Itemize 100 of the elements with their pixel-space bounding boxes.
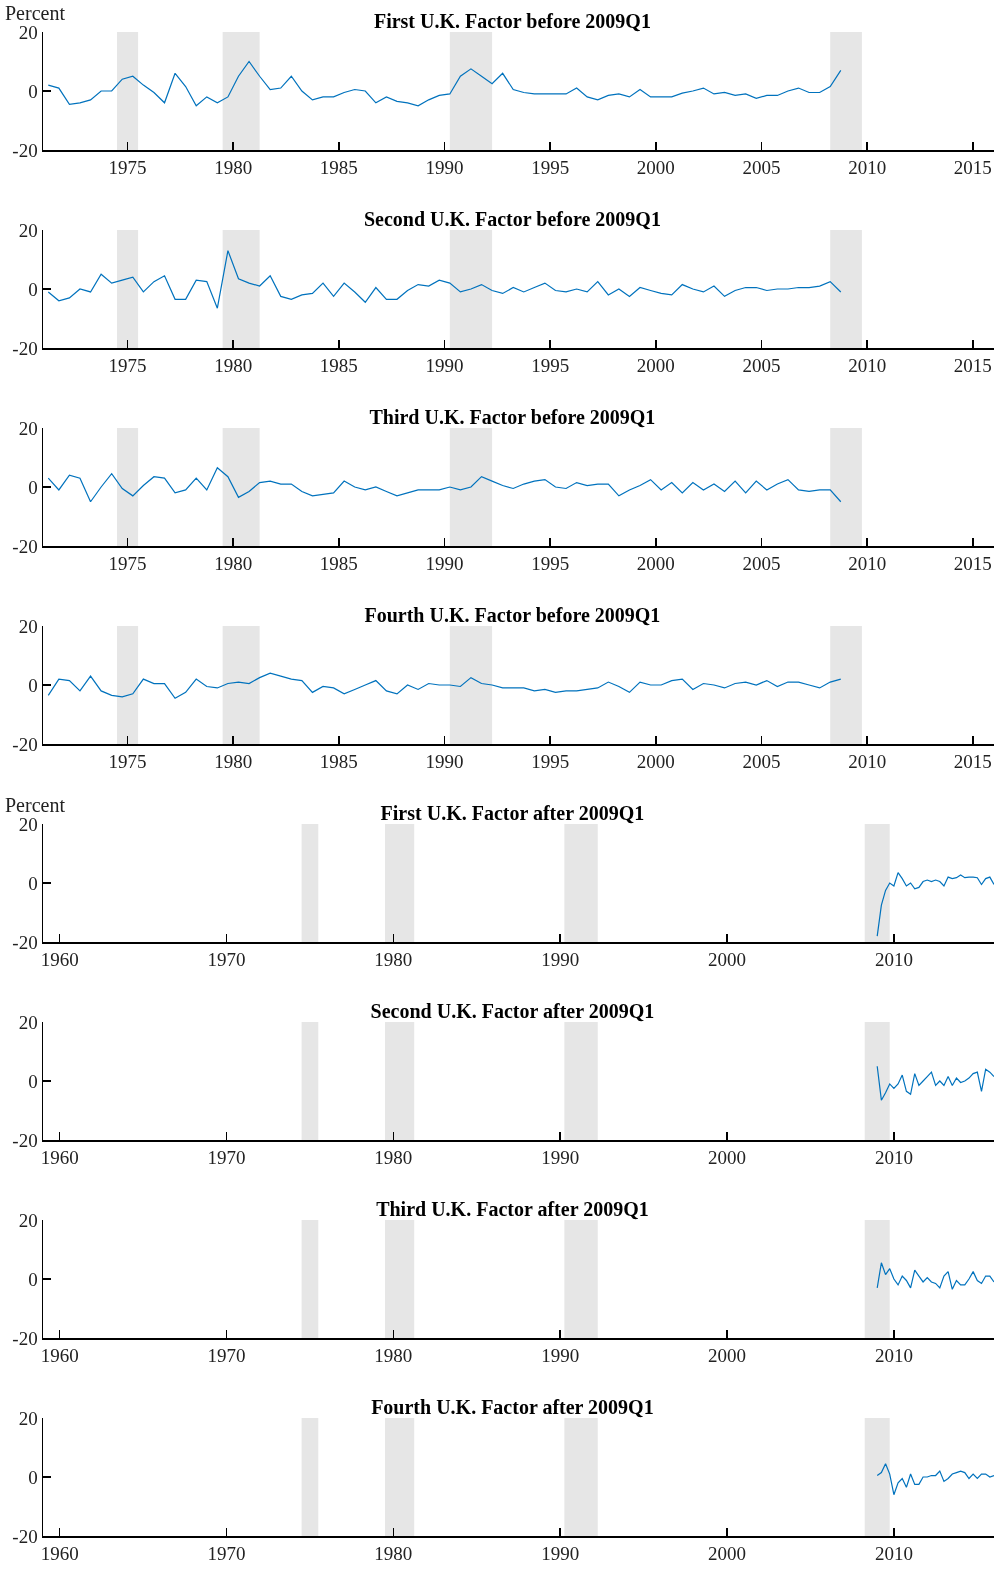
x-tick-label: 1970 <box>207 1345 246 1367</box>
x-tick-label: 2005 <box>742 355 781 377</box>
y-tick-label: -20 <box>12 1525 38 1547</box>
chart-title: Second U.K. Factor after 2009Q1 <box>370 1000 655 1022</box>
chart-title: Second U.K. Factor before 2009Q1 <box>363 208 661 230</box>
chart-title: Fourth U.K. Factor after 2009Q1 <box>371 1396 654 1418</box>
y-tick-label: 20 <box>18 219 38 241</box>
x-tick-label: 1975 <box>108 157 147 179</box>
x-tick-label: 1990 <box>541 1147 580 1169</box>
x-tick-label: 2010 <box>848 355 887 377</box>
y-tick-label: 20 <box>18 417 38 439</box>
x-tick-label: 2005 <box>742 553 781 575</box>
x-tick-label: 1980 <box>214 553 253 575</box>
chart-title: Third U.K. Factor before 2009Q1 <box>369 406 656 428</box>
y-tick-label: 0 <box>28 1070 38 1092</box>
x-tick-label: 1970 <box>207 949 246 971</box>
x-tick-label: 1975 <box>108 355 147 377</box>
x-tick-label: 2010 <box>848 751 887 773</box>
x-tick-label: 2000 <box>708 1543 747 1565</box>
y-tick-label: 0 <box>28 1466 38 1488</box>
x-tick-label: 1990 <box>541 1345 580 1367</box>
y-tick-label: 0 <box>28 476 38 498</box>
y-tick-label: 20 <box>18 1209 38 1231</box>
x-tick-label: 1970 <box>207 1543 246 1565</box>
x-tick-label: 2010 <box>848 553 887 575</box>
x-tick-label: 1980 <box>374 949 413 971</box>
y-tick-label: -20 <box>12 139 38 161</box>
x-tick-label: 1990 <box>541 1543 580 1565</box>
x-tick-label: 1990 <box>425 751 464 773</box>
y-tick-label: -20 <box>12 733 38 755</box>
y-axis-title: Percent <box>5 2 66 24</box>
line-series <box>47 250 842 309</box>
x-tick-label: 1980 <box>214 157 253 179</box>
x-tick-label: 1960 <box>40 1543 79 1565</box>
y-tick-label: 0 <box>28 278 38 300</box>
x-tick-label: 1985 <box>319 157 358 179</box>
x-tick-label: 1995 <box>531 157 570 179</box>
x-tick-label: 1985 <box>319 355 358 377</box>
line-series <box>47 60 842 107</box>
x-tick-label: 1980 <box>214 751 253 773</box>
x-tick-label: 1980 <box>374 1543 413 1565</box>
x-tick-label: 1970 <box>207 1147 246 1169</box>
x-tick-label: 1990 <box>425 553 464 575</box>
line-series <box>876 872 994 937</box>
y-tick-label: 20 <box>18 21 38 43</box>
x-tick-label: 2015 <box>953 553 992 575</box>
x-tick-label: 1980 <box>374 1345 413 1367</box>
y-tick-label: -20 <box>12 1129 38 1151</box>
y-tick-label: 20 <box>18 1011 38 1033</box>
x-tick-label: 2000 <box>708 949 747 971</box>
x-tick-label: 1995 <box>531 553 570 575</box>
y-axis-title: Percent <box>5 794 66 816</box>
x-tick-label: 2015 <box>953 355 992 377</box>
x-tick-label: 2000 <box>636 553 675 575</box>
x-tick-label: 1960 <box>40 1147 79 1169</box>
x-tick-label: 1960 <box>40 949 79 971</box>
y-tick-label: -20 <box>12 337 38 359</box>
x-tick-label: 1990 <box>425 157 464 179</box>
line-series <box>876 1065 994 1101</box>
x-tick-label: 1980 <box>374 1147 413 1169</box>
x-tick-label: 2000 <box>708 1345 747 1367</box>
y-tick-label: -20 <box>12 931 38 953</box>
x-tick-label: 2000 <box>708 1147 747 1169</box>
chart-title: First U.K. Factor after 2009Q1 <box>380 802 645 824</box>
x-tick-label: 2005 <box>742 157 781 179</box>
x-tick-label: 1990 <box>541 949 580 971</box>
y-tick-label: 20 <box>18 615 38 637</box>
line-series <box>47 672 842 699</box>
chart-title: First U.K. Factor before 2009Q1 <box>373 10 651 32</box>
x-tick-label: 1960 <box>40 1345 79 1367</box>
x-tick-label: 2010 <box>874 1345 913 1367</box>
y-tick-label: 20 <box>18 1407 38 1429</box>
y-tick-label: -20 <box>12 535 38 557</box>
line-series <box>47 467 842 503</box>
y-tick-label: 0 <box>28 80 38 102</box>
y-tick-label: 0 <box>28 674 38 696</box>
x-tick-label: 2000 <box>636 157 675 179</box>
x-tick-label: 1975 <box>108 553 147 575</box>
x-tick-label: 2000 <box>636 751 675 773</box>
x-tick-label: 2010 <box>874 1147 913 1169</box>
y-tick-label: 20 <box>18 813 38 835</box>
x-tick-label: 1990 <box>425 355 464 377</box>
x-tick-label: 1975 <box>108 751 147 773</box>
x-tick-label: 2010 <box>874 1543 913 1565</box>
x-tick-label: 1995 <box>531 355 570 377</box>
y-tick-label: 0 <box>28 872 38 894</box>
x-tick-label: 1995 <box>531 751 570 773</box>
x-tick-label: 2005 <box>742 751 781 773</box>
chart-title: Fourth U.K. Factor before 2009Q1 <box>364 604 661 626</box>
x-tick-label: 2010 <box>874 949 913 971</box>
y-tick-label: -20 <box>12 1327 38 1349</box>
x-tick-label: 1985 <box>319 751 358 773</box>
x-tick-label: 2000 <box>636 355 675 377</box>
y-tick-label: 0 <box>28 1268 38 1290</box>
x-tick-label: 1980 <box>214 355 253 377</box>
x-tick-label: 2010 <box>848 157 887 179</box>
chart-title: Third U.K. Factor after 2009Q1 <box>376 1198 649 1220</box>
x-tick-label: 2015 <box>953 751 992 773</box>
line-series <box>876 1463 994 1496</box>
line-series <box>876 1262 994 1290</box>
